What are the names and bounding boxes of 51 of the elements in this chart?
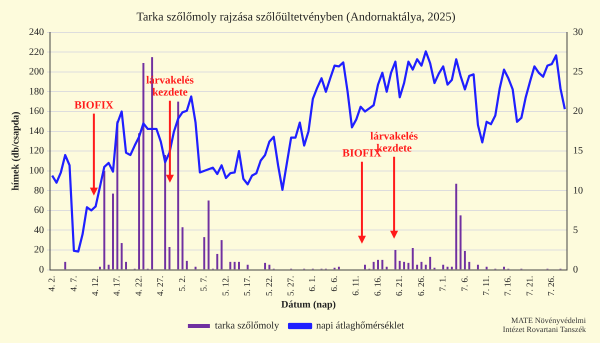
- x-tick-label: 6. 1.: [307, 276, 318, 292]
- y-tick-label: 180: [29, 86, 44, 98]
- x-tick-label: 7. 26.: [546, 276, 556, 296]
- y-tick-label: 60: [34, 205, 44, 216]
- x-tick-label: 5. 7.: [198, 276, 209, 292]
- y2-tick-label: 0: [573, 264, 578, 276]
- y-tick-label: 220: [29, 46, 44, 58]
- x-tick-label: 4. 12.: [90, 276, 100, 296]
- y-tick-label: 240: [29, 27, 44, 38]
- x-tick-label: 5. 2.: [176, 276, 187, 292]
- y2-tick-label: 10: [573, 185, 583, 196]
- y2-tick-label: 15: [573, 146, 583, 157]
- y-tick-label: 20: [34, 244, 44, 256]
- x-tick-label: 7. 1.: [438, 276, 448, 292]
- x-tick-label: 4. 27.: [155, 276, 166, 296]
- x-tick-label: 6. 16.: [372, 276, 382, 296]
- legend-label: napi átlaghőmérséklet: [316, 320, 404, 332]
- x-tick-label: 5. 17.: [242, 276, 252, 296]
- chart-title: Tarka szőlőmoly rajzása szőlőültetvényben (Andornaktálya, 2025): [136, 9, 456, 24]
- x-tick-label: 4. 22.: [133, 276, 144, 296]
- y2-tick-label: 20: [573, 106, 583, 118]
- x-tick-label: 5. 27.: [285, 276, 296, 296]
- y-axis-title: hímek (db/csapda): [10, 111, 22, 191]
- x-tick-label: 6. 6.: [328, 276, 339, 292]
- text: MATE Növényvédelmi Intézet Rovartani Tanszék: [502, 316, 587, 334]
- y-tick-label: 100: [29, 165, 44, 176]
- x-tick-label: 4. 7.: [68, 276, 78, 292]
- x-tick-label: 5. 12.: [220, 276, 230, 296]
- x-tick-label: 7. 6.: [459, 276, 470, 292]
- y2-tick-label: 25: [573, 66, 583, 78]
- x-tick-label: 4. 2.: [46, 276, 57, 292]
- annotation: BIOFIX: [74, 99, 114, 112]
- y-tick-label: 160: [29, 106, 44, 118]
- x-axis-title: Dátum (nap): [281, 300, 336, 311]
- y-tick-label: 120: [29, 146, 44, 157]
- y2-tick-label: 5: [573, 224, 578, 236]
- y-tick-label: 200: [29, 66, 44, 78]
- y2-tick-label: 30: [573, 27, 583, 38]
- y-tick-label: 80: [34, 185, 44, 196]
- x-tick-label: 6. 26.: [416, 276, 426, 296]
- x-tick-label: 5. 22.: [264, 276, 274, 296]
- x-tick-label: 7. 16.: [502, 276, 513, 296]
- legend-label: tarka szőlőmoly: [214, 320, 280, 332]
- x-tick-label: 7. 21.: [524, 276, 534, 296]
- y-tick-label: 0: [39, 264, 44, 276]
- x-tick-label: 7. 11.: [480, 276, 491, 296]
- x-tick-label: 6. 11.: [350, 276, 361, 296]
- y-tick-label: 140: [29, 126, 44, 137]
- x-tick-label: 4. 17.: [112, 276, 122, 296]
- y-tick-label: 40: [34, 224, 44, 236]
- x-tick-label: 6. 21.: [394, 276, 404, 296]
